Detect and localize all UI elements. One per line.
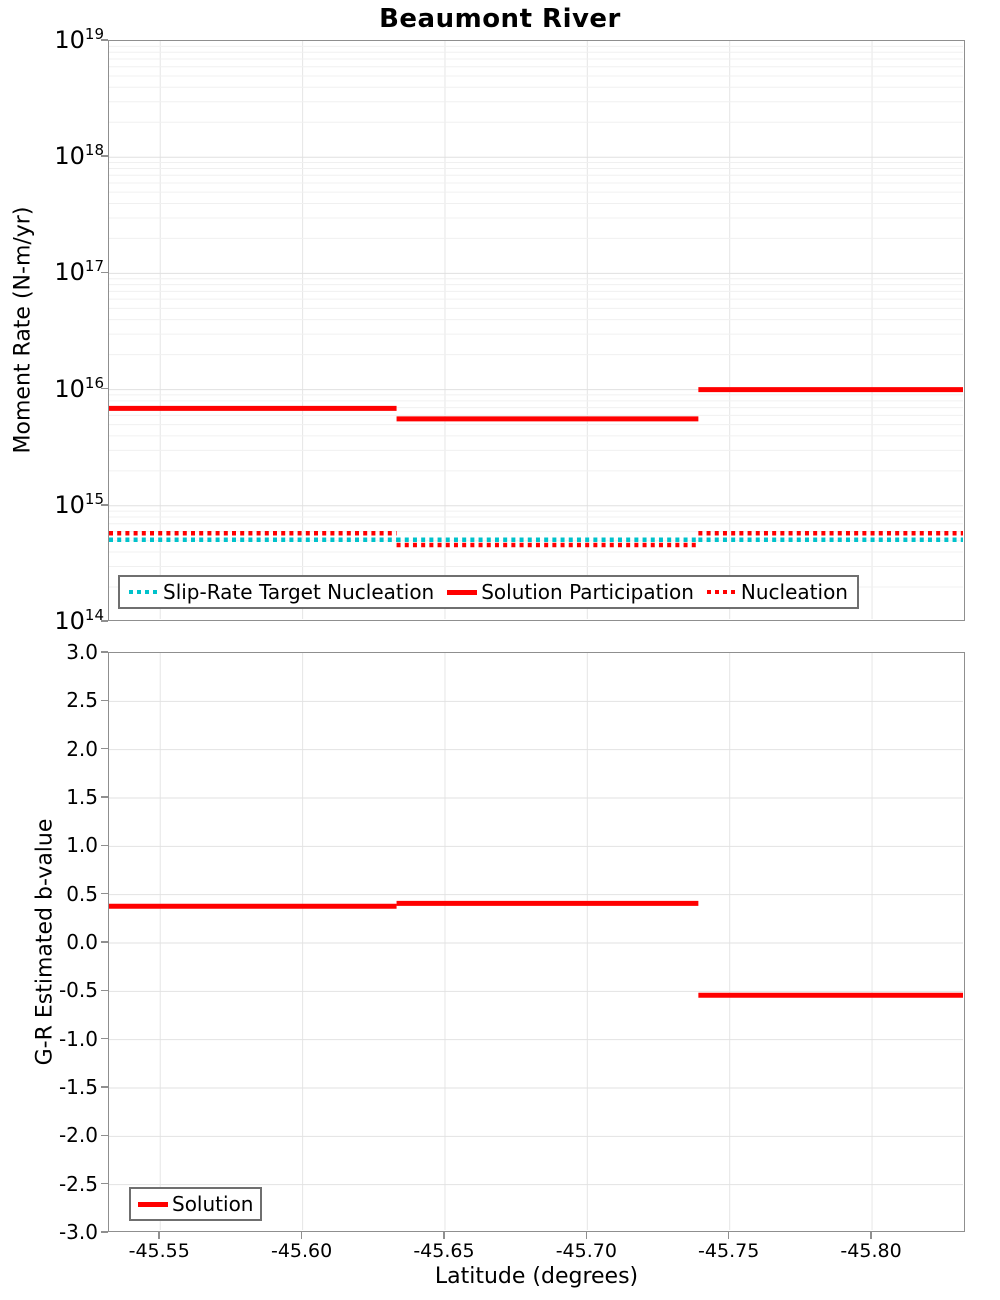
y-tick-mark — [101, 699, 108, 702]
y-tick-mark — [101, 1182, 108, 1185]
x-tick-mark — [443, 1232, 445, 1239]
y-tick-label: 1.0 — [66, 833, 98, 858]
x-tick-mark — [158, 1232, 160, 1239]
x-tick-mark — [727, 1232, 730, 1239]
top-y-axis-title: Moment Rate (N-m/yr) — [10, 206, 36, 454]
y-tick-mark — [101, 271, 108, 274]
y-tick-mark — [101, 1086, 108, 1088]
y-tick-mark — [101, 747, 108, 750]
x-tick-label: -45.75 — [698, 1240, 760, 1262]
y-tick-label: 0.5 — [66, 881, 98, 906]
y-tick-mark — [101, 796, 108, 798]
legend-label: Nucleation — [740, 580, 848, 604]
y-tick-label: 3.0 — [66, 640, 98, 664]
y-tick-label: 0.0 — [66, 930, 98, 954]
y-tick-label: -2.5 — [58, 1171, 98, 1196]
b-value-plot — [108, 652, 965, 1232]
y-tick-mark — [101, 155, 108, 157]
chart-title: Beaumont River — [379, 4, 621, 34]
legend-entry: Solution — [138, 1192, 253, 1216]
y-tick-mark — [101, 844, 108, 847]
x-tick-label: -45.65 — [413, 1240, 475, 1262]
x-tick-label: -45.60 — [270, 1240, 333, 1262]
y-tick-label: 2.0 — [66, 736, 98, 761]
y-tick-mark — [101, 620, 108, 622]
y-tick-mark — [101, 39, 108, 41]
legend-entry: Nucleation — [706, 580, 848, 604]
dotted-line-sample-icon — [129, 589, 159, 595]
y-tick-mark — [101, 1231, 108, 1233]
y-tick-label: 1014 — [54, 606, 104, 635]
y-tick-label: -1.0 — [58, 1026, 98, 1051]
y-tick-label: -0.5 — [58, 978, 98, 1003]
dotted-line-sample-icon — [706, 589, 737, 595]
y-tick-label: 2.5 — [66, 688, 98, 713]
solid-line-sample-icon — [138, 1201, 168, 1207]
y-tick-label: -2.0 — [58, 1123, 98, 1148]
y-tick-mark — [101, 941, 108, 943]
x-tick-mark — [585, 1232, 588, 1239]
y-tick-mark — [101, 387, 108, 390]
x-tick-mark — [870, 1232, 872, 1239]
x-tick-mark — [300, 1232, 303, 1239]
x-tick-label: -45.70 — [555, 1240, 617, 1262]
y-tick-label: 1.5 — [66, 785, 98, 809]
legend-label: Solution Participation — [481, 580, 694, 604]
y-tick-label: -1.5 — [58, 1075, 98, 1099]
y-tick-mark — [101, 1134, 108, 1137]
y-tick-mark — [101, 989, 108, 992]
b-value-canvas — [109, 653, 963, 1230]
moment-rate-plot — [108, 40, 965, 621]
x-tick-label: -45.80 — [840, 1240, 902, 1262]
x-axis-title: Latitude (degrees) — [434, 1264, 639, 1289]
y-tick-label: 1016 — [54, 373, 104, 403]
y-tick-label: 1015 — [54, 489, 104, 519]
legend-label: Slip-Rate Target Nucleation — [163, 580, 435, 604]
y-tick-mark — [101, 651, 108, 653]
legend-label: Solution — [172, 1192, 254, 1216]
x-tick-label: -45.55 — [128, 1240, 190, 1262]
y-tick-label: 1018 — [54, 141, 104, 171]
moment-rate-legend: Slip-Rate Target Nucleation Solution Par… — [118, 575, 859, 609]
y-tick-label: 1019 — [54, 25, 104, 54]
legend-entry: Slip-Rate Target Nucleation — [129, 580, 434, 604]
solid-line-sample-icon — [447, 589, 478, 595]
b-value-legend: Solution — [129, 1187, 263, 1221]
y-tick-mark — [101, 504, 108, 506]
y-tick-label: 1017 — [54, 257, 104, 287]
y-tick-label: -3.0 — [58, 1220, 98, 1244]
legend-entry: Solution Participation — [447, 580, 694, 604]
y-tick-mark — [101, 1037, 108, 1040]
moment-rate-canvas — [109, 41, 963, 619]
y-tick-mark — [101, 892, 108, 895]
